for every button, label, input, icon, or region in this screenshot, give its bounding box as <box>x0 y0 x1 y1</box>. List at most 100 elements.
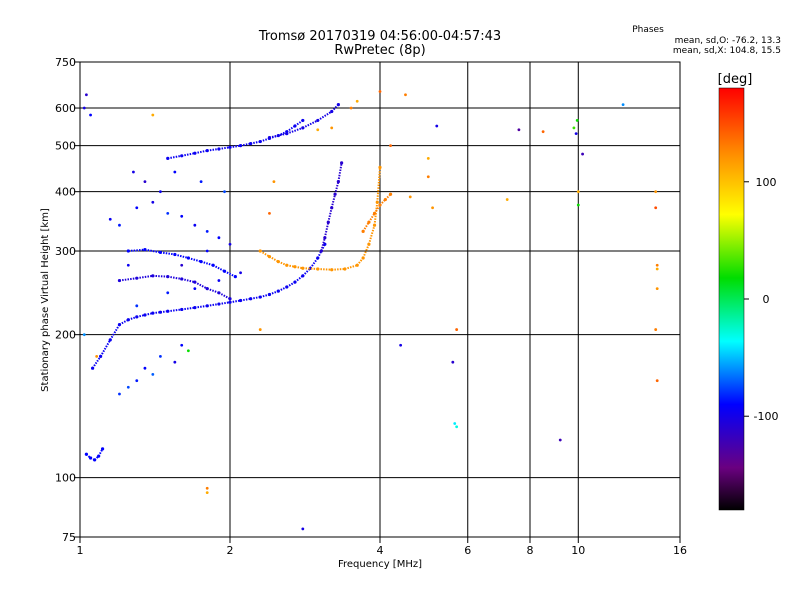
trace-point <box>336 103 340 107</box>
scatter-point <box>135 206 139 210</box>
scatter-point <box>505 198 509 201</box>
scatter-point <box>193 223 197 227</box>
scatter-point <box>272 180 276 184</box>
trace-segment <box>167 275 182 280</box>
trace-segment <box>167 154 182 160</box>
trace-segment <box>286 125 296 133</box>
scatter-point <box>558 438 562 442</box>
chart-subtitle: RwPretec (8p) <box>334 43 425 58</box>
scatter-point <box>426 175 430 179</box>
data-traces <box>84 103 393 462</box>
scatter-point <box>581 152 584 156</box>
scatter-point <box>455 425 459 429</box>
trace-segment <box>91 355 102 369</box>
trace-segment <box>229 299 241 304</box>
scatter-point <box>453 422 457 425</box>
trace-segment <box>136 274 153 280</box>
colorbar-gradient <box>718 87 745 511</box>
scatter-point <box>576 190 580 194</box>
scatter-point <box>126 385 130 389</box>
scatter-point <box>173 170 177 174</box>
scatter-point <box>126 263 130 267</box>
trace-segment <box>109 324 121 341</box>
trace-segment <box>331 267 345 271</box>
y-tick-label: 200 <box>55 329 76 342</box>
colorbar-label: [deg] <box>718 72 753 87</box>
trace-segment <box>368 212 376 223</box>
scatter-point <box>151 372 155 376</box>
trace-segment <box>99 339 112 357</box>
trace-segment <box>127 315 138 321</box>
grid-lines <box>80 62 680 537</box>
scatter-point <box>151 200 155 204</box>
scatter-point <box>572 126 576 130</box>
trace-segment <box>167 308 182 313</box>
trace-segment <box>317 110 333 122</box>
scatter-point <box>654 206 658 210</box>
scatter-point <box>426 157 430 160</box>
scatter-point <box>404 93 407 97</box>
trace-segment <box>268 255 279 263</box>
y-tick-label: 100 <box>55 472 76 485</box>
trace-point <box>233 275 237 279</box>
trace-point <box>378 165 382 169</box>
trace-point <box>323 242 327 246</box>
trace-segment <box>240 297 251 302</box>
scatter-point <box>82 106 86 110</box>
scatter-point <box>135 304 139 308</box>
scatter-point <box>655 287 659 291</box>
y-tick-label: 75 <box>62 531 76 544</box>
trace-segment <box>229 144 241 149</box>
trace-segment <box>160 251 175 256</box>
scatter-point <box>118 223 121 227</box>
scatter-point <box>193 287 197 291</box>
colorbar-tick-label: 0 <box>763 293 770 306</box>
trace-segment <box>218 291 231 300</box>
trace-segment <box>97 448 104 457</box>
scatter-point <box>355 99 359 103</box>
trace-segment <box>207 147 220 152</box>
trace-segment <box>136 314 146 318</box>
scatter-point <box>654 328 658 331</box>
trace-point <box>228 297 232 301</box>
trace-segment <box>334 181 340 195</box>
scatter-point <box>89 113 92 117</box>
x-tick-label: 10 <box>571 544 585 557</box>
trace-segment <box>376 167 381 203</box>
trace-segment <box>309 257 319 269</box>
scatter-point <box>655 379 659 383</box>
trace-segment <box>206 287 220 294</box>
x-tick-label: 6 <box>464 544 471 557</box>
trace-segment <box>250 140 261 145</box>
trace-segment <box>194 281 208 290</box>
trace-segment <box>323 221 330 238</box>
scatter-point <box>228 242 232 246</box>
scatter-point <box>180 263 184 267</box>
colorbar: [deg] -100 0 100 <box>718 72 778 511</box>
phases-line2: mean, sd,X: 104.8, 15.5 <box>673 46 781 56</box>
y-axis-label: Stationary phase Virtual Height [km] <box>40 208 51 392</box>
colorbar-tick-label: 100 <box>756 176 777 189</box>
scatter-point <box>455 328 459 331</box>
phases-line1: mean, sd,O: -76.2, 13.3 <box>675 36 781 46</box>
scatter-point <box>95 354 99 358</box>
trace-segment <box>286 264 296 268</box>
trace-segment <box>373 204 381 214</box>
scatter-point <box>378 90 382 93</box>
x-tick-label: 1 <box>77 544 84 557</box>
scatter-point <box>389 144 392 148</box>
x-axis: 1 2 4 6 8 10 16 <box>77 537 687 557</box>
x-tick-label: 4 <box>377 544 384 557</box>
scatter-point <box>143 180 147 184</box>
scatter-point <box>408 195 412 199</box>
trace-segment <box>240 142 251 147</box>
trace-segment <box>294 275 304 283</box>
trace-segment <box>194 149 208 155</box>
trace-segment <box>212 264 225 273</box>
y-tick-label: 400 <box>55 186 76 199</box>
phases-title: Phases <box>632 25 664 35</box>
trace-segment <box>85 453 92 459</box>
x-axis-label: Frequency [MHz] <box>338 559 422 570</box>
chart-title: Tromsø 20170319 04:56:00-04:57:43 <box>258 29 501 44</box>
